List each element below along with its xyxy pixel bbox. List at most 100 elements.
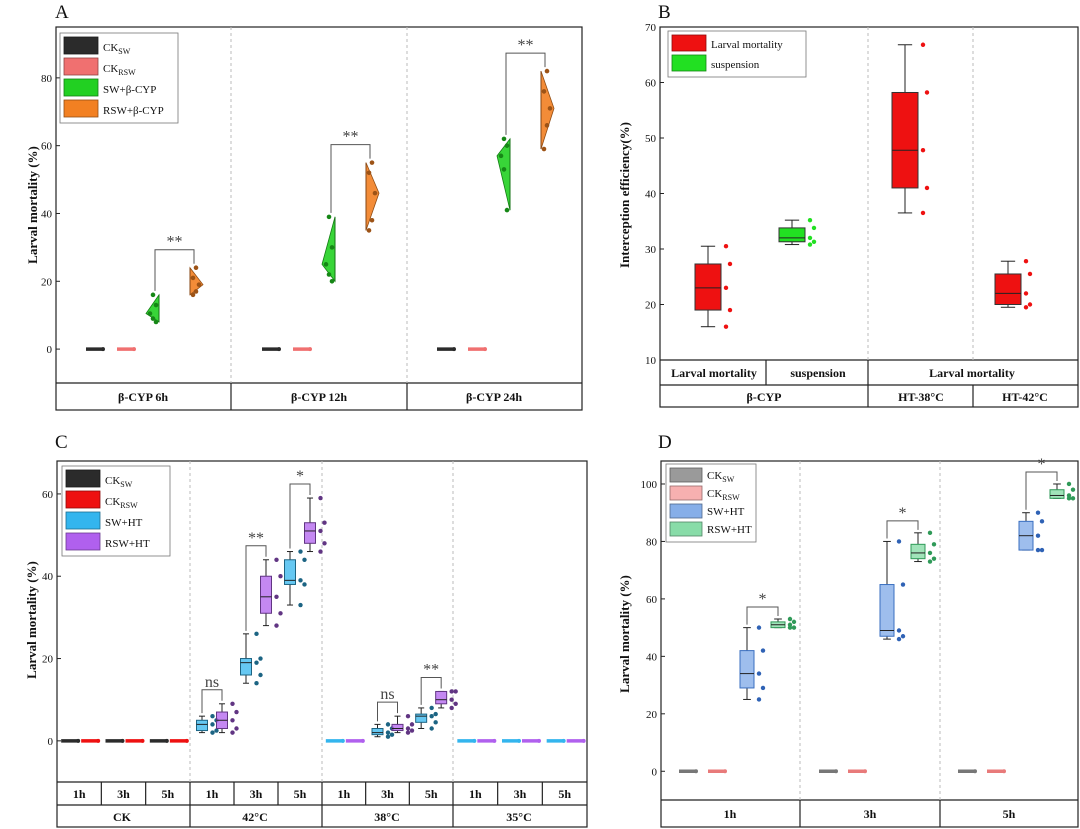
panel-a-group-label-2: β-CYP 12h [291, 390, 347, 404]
c-rsw-ht-1-2-point-3 [322, 520, 327, 525]
d-rsw-ht-0-point-1 [791, 625, 797, 630]
panel-a-marks: ** ** ** [86, 37, 555, 352]
c-sw-ht-2-1-box [371, 728, 384, 736]
d-sw-ht-2-point-4 [1035, 510, 1041, 515]
panel-c-letter: C [55, 432, 68, 453]
c-sig-0-label: ns [205, 674, 219, 691]
c-sw-ht-2-1-point-1 [389, 732, 395, 737]
panel-c-group-label-1: CK [113, 810, 132, 824]
d-sw-ht-0-point-4 [756, 625, 762, 630]
c-rsw-ht-2-1-point-2 [405, 726, 411, 731]
c-rsw-ht-1-2-point-0 [318, 549, 323, 554]
c-rsw-ht-1-1-point-2 [274, 594, 279, 600]
legend-label-2: SW+β-CYP [103, 84, 156, 96]
c-time-label-3-1: 3h [514, 787, 527, 801]
a-rsw-cyp-0-point-1 [193, 289, 199, 294]
legend-swatch-0 [65, 469, 101, 488]
c-rsw-ht-1-0-point-0 [230, 730, 235, 735]
c-sig-1-label: ** [248, 530, 264, 547]
panel-b: B Interception efficiency(%) 10 20 30 40 50 6… [617, 2, 1079, 408]
d-rsw-ht-2-point-3 [1070, 487, 1076, 492]
d-rsw-ht-2-box [1049, 489, 1065, 499]
a-rsw-cyp-2-point-2 [547, 106, 553, 111]
c-sw-ht-1-1-box [240, 658, 252, 676]
a-rsw-cyp-0-point-4 [193, 265, 199, 271]
a-sw-cyp-0-point-1 [150, 316, 156, 321]
c-rsw-ht-3-2-dot [581, 738, 586, 743]
c-rsw-ht-1-2-box [304, 522, 316, 544]
a-sw-cyp-1-point-0 [329, 278, 335, 284]
a-sw-cyp-2-point-2 [498, 153, 504, 159]
panel-b-y-label: Interception efficiency(%) [617, 122, 632, 268]
panel-d-y-label: Larval mortality (%) [617, 575, 632, 693]
a-sig-1-bracket [330, 144, 371, 213]
a-ck-sw-1-dot [277, 347, 281, 352]
a-sw-cyp-0-point-0 [153, 319, 159, 325]
d-rsw-ht-0-point-4 [787, 616, 793, 622]
d-sw-ht-2-point-2 [1035, 533, 1041, 538]
panel-a-y-label: Larval mortality (%) [25, 146, 40, 264]
c-sw-ht-1-0-point-2 [210, 722, 215, 727]
c-rsw-ht-1-2-point-4 [318, 495, 323, 501]
c-time-label-2-2: 5h [425, 787, 438, 801]
c-rsw-ht-2-2-point-3 [453, 689, 458, 694]
c-sw-ht-1-1-point-2 [254, 660, 259, 665]
d-sig-1-bracket [886, 520, 919, 539]
c-time-label-3-0: 1h [469, 787, 482, 801]
a-rsw-cyp-2-point-4 [544, 68, 550, 74]
panel-a-frame [55, 26, 583, 411]
b-box-1-box [778, 227, 806, 243]
y-tick-label-1: 20 [41, 276, 53, 288]
panel-b-y-ticks: 10 20 30 40 50 60 70 [645, 22, 664, 367]
c-sw-ht-1-1-point-4 [254, 631, 259, 637]
c-rsw-ht-1-1-point-0 [274, 623, 279, 628]
b-box-1-point-3 [811, 225, 817, 231]
b-box-0-point-1 [727, 307, 733, 313]
a-ck-rsw-1-dot [308, 347, 312, 352]
c-sig-3-label: ns [380, 686, 394, 703]
legend-swatch-3 [65, 532, 101, 551]
b-box-2-point-1 [924, 185, 930, 191]
panel-a-group-label-3: β-CYP 24h [466, 390, 522, 404]
panel-b-group-label-3: HT-42°C [1002, 390, 1048, 404]
legend-label-sub-0: SW [118, 47, 130, 56]
panel-b-legend: Larval mortality suspension [667, 30, 807, 78]
c-time-label-3-2: 5h [558, 787, 571, 801]
panel-d-letter: D [658, 432, 672, 453]
a-sw-cyp-1-point-4 [326, 214, 332, 220]
d-sw-ht-1-point-4 [896, 539, 902, 544]
legend-label-3: RSW+HT [707, 524, 752, 536]
a-sw-cyp-1-point-2 [323, 262, 329, 267]
c-rsw-ht-1-1-point-1 [278, 611, 283, 616]
a-sw-cyp-0-point-4 [150, 292, 156, 298]
panel-d: D Larval mortality (%) 0 20 40 60 80 100 * ** … [617, 432, 1079, 828]
a-sig-0-bracket [154, 249, 195, 291]
y-tick-label-2: 40 [42, 571, 54, 583]
c-sig-2-bracket [289, 483, 311, 549]
panel-c-group-label-4: 35°C [506, 810, 531, 824]
legend-label-3: RSW+HT [105, 538, 150, 550]
a-ck-sw-2-dot [452, 347, 456, 352]
y-tick-label-4: 50 [645, 133, 657, 145]
b-box-0-point-0 [723, 324, 729, 329]
panel-d-group-label-2: 3h [864, 807, 877, 821]
b-box-3-point-3 [1027, 271, 1033, 277]
legend-label-sub-1: RSW [120, 501, 138, 510]
c-sw-ht-2-1-point-4 [385, 722, 391, 727]
d-rsw-ht-1-point-0 [927, 559, 933, 564]
c-time-label-0-0: 1h [73, 787, 86, 801]
c-sw-ht-2-0-dot [340, 738, 345, 743]
d-sw-ht-1-point-1 [900, 634, 906, 639]
c-sw-ht-3-0-dot [472, 738, 477, 743]
c-ck-sw-2-dot [164, 738, 169, 743]
a-sw-cyp-2-point-4 [501, 136, 507, 142]
c-sig-1-bracket [245, 545, 267, 631]
y-tick-label-5: 60 [645, 78, 657, 90]
c-rsw-ht-2-2-point-2 [449, 697, 454, 702]
a-rsw-cyp-0-point-2 [196, 282, 202, 287]
b-box-1-point-1 [811, 239, 817, 244]
d-ck-sw-0-dot [694, 769, 698, 774]
y-tick-label-0: 0 [48, 736, 54, 748]
